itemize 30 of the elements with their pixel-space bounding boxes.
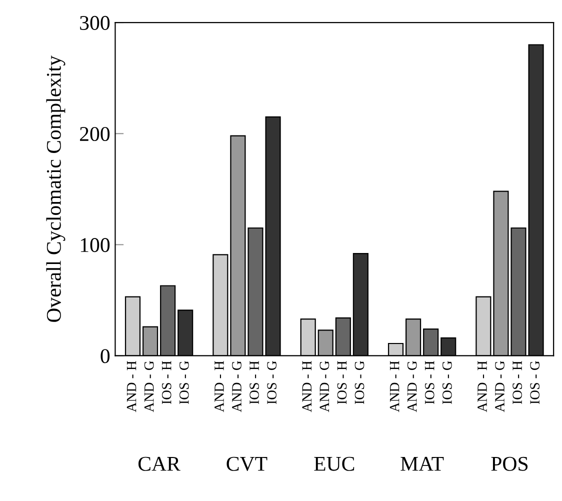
text: IOS - G [354,361,364,404]
text: IOS - H [162,360,172,404]
text: IOS - H [337,360,347,404]
text: AND - G [495,361,504,412]
y-axis-title: Overall Cyclomatic Complexity [46,56,66,322]
x-tick-label: POS [491,456,528,471]
y-tick-label: 300 [80,16,110,30]
text: IOS - H [250,360,259,404]
text: AND - H [214,360,224,412]
text: IOS - G [442,361,452,404]
x-tick-label: CAR [138,456,180,471]
x-tick-label: EUC [314,456,354,471]
text: AND - H [126,360,136,412]
text: AND - G [144,361,154,412]
text: IOS - H [424,360,434,404]
text: AND - G [407,361,417,412]
y-tick-label: 200 [80,126,110,142]
text: AND - G [232,361,242,412]
x-tick-label: CVT [226,456,268,471]
text: AND - H [302,360,312,412]
text: AND - H [390,360,400,412]
x-tick-label: MAT [400,456,444,471]
y-tick-label: 0 [100,349,110,364]
text: IOS - G [179,361,189,404]
y-tick-label: 100 [80,238,110,252]
text: IOS - G [530,361,540,404]
text: AND - G [320,361,330,412]
text: IOS - G [267,361,276,404]
text: IOS - H [512,360,522,404]
text: AND - H [478,360,487,412]
